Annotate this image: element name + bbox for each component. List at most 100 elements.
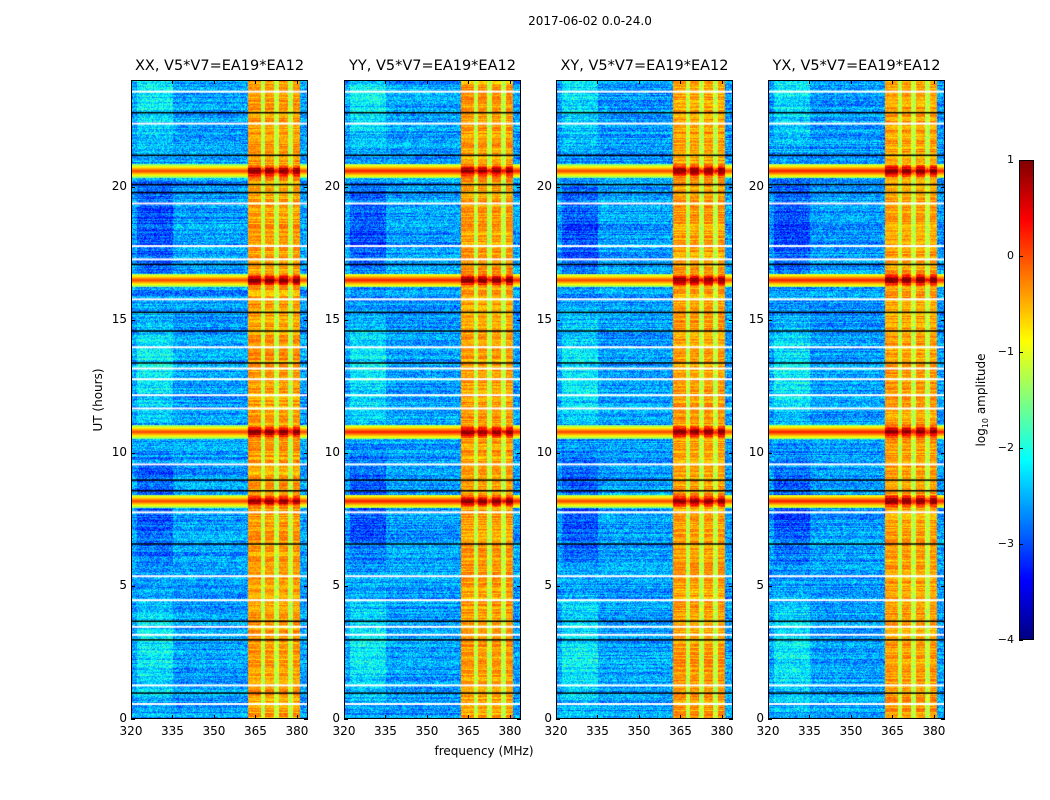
y-tick-label: 10 — [324, 444, 340, 459]
axes-frame — [556, 80, 733, 719]
y-tick-mark — [131, 719, 135, 720]
x-tick-mark — [296, 715, 298, 719]
x-tick-mark — [638, 715, 640, 719]
x-tick-mark — [468, 80, 470, 84]
colorbar-frame — [1019, 160, 1034, 640]
y-tick-mark — [517, 186, 521, 188]
y-axis-label: UT (hours) — [91, 368, 105, 432]
y-tick-mark — [768, 452, 772, 454]
x-axis-label: frequency (MHz) — [434, 744, 534, 758]
y-tick-label: 0 — [756, 711, 764, 725]
x-tick-label: 335 — [161, 724, 184, 738]
x-tick-mark — [597, 715, 599, 719]
colorbar-tick-mark — [1019, 256, 1023, 257]
y-tick-mark — [729, 719, 733, 720]
y-tick-mark — [556, 719, 560, 720]
x-tick-label: 365 — [881, 724, 904, 738]
y-tick-mark — [941, 319, 945, 321]
x-tick-mark — [597, 80, 599, 84]
x-tick-mark — [344, 80, 345, 84]
x-tick-mark — [850, 80, 852, 84]
y-tick-mark — [517, 585, 521, 587]
colorbar-label: log10 amplitude — [974, 354, 990, 447]
figure-title: 2017-06-02 0.0-24.0 — [528, 14, 652, 28]
colorbar-tick-label: −4 — [997, 633, 1014, 646]
y-tick-mark — [768, 585, 772, 587]
x-tick-mark — [680, 715, 682, 719]
x-tick-mark — [768, 80, 769, 84]
colorbar-tick-label: −2 — [997, 441, 1014, 454]
y-tick-mark — [517, 452, 521, 454]
y-tick-mark — [131, 319, 135, 321]
y-tick-mark — [517, 719, 521, 720]
y-tick-mark — [729, 186, 733, 188]
colorbar-label-suffix: amplitude — [973, 353, 988, 418]
x-tick-mark — [172, 80, 174, 84]
y-tick-mark — [304, 585, 308, 587]
y-tick-mark — [344, 319, 348, 321]
x-tick-mark — [385, 80, 387, 84]
x-tick-mark — [426, 80, 428, 84]
x-tick-label: 320 — [119, 724, 143, 738]
x-tick-mark — [892, 80, 894, 84]
y-tick-mark — [941, 585, 945, 587]
y-tick-mark — [131, 186, 135, 188]
colorbar-tick-mark — [1019, 160, 1023, 161]
y-tick-mark — [304, 319, 308, 321]
x-tick-mark — [344, 715, 345, 719]
y-tick-mark — [729, 319, 733, 321]
x-tick-mark — [296, 80, 298, 84]
panel-title: XX, V5*V7=EA19*EA12 — [134, 58, 305, 74]
y-tick-mark — [556, 452, 560, 454]
x-tick-mark — [638, 80, 640, 84]
y-tick-mark — [729, 452, 733, 454]
x-tick-label: 365 — [244, 724, 267, 738]
colorbar-label-sub: 10 — [981, 417, 991, 429]
x-tick-mark — [933, 715, 935, 719]
x-tick-mark — [426, 715, 428, 719]
colorbar-tick-mark — [1019, 640, 1023, 641]
y-tick-mark — [941, 452, 945, 454]
y-tick-mark — [131, 585, 135, 587]
x-tick-label: 380 — [710, 724, 734, 738]
x-tick-mark — [509, 715, 511, 719]
y-tick-mark — [131, 452, 135, 454]
x-tick-mark — [255, 715, 257, 719]
y-tick-label: 5 — [756, 577, 764, 592]
x-tick-mark — [509, 80, 511, 84]
y-tick-mark — [768, 719, 772, 720]
x-tick-label: 350 — [415, 724, 439, 738]
y-tick-mark — [344, 186, 348, 188]
x-tick-mark — [556, 715, 557, 719]
panel-title: YY, V5*V7=EA19*EA12 — [349, 58, 516, 74]
y-tick-mark — [304, 186, 308, 188]
y-tick-label: 20 — [324, 178, 340, 193]
y-tick-mark — [304, 452, 308, 454]
y-tick-mark — [344, 452, 348, 454]
y-tick-mark — [517, 319, 521, 321]
colorbar-tick-label: −3 — [997, 537, 1014, 550]
y-tick-mark — [556, 319, 560, 321]
colorbar-tick-label: −1 — [997, 345, 1014, 358]
waterfall-heatmap — [556, 80, 733, 719]
y-tick-label: 5 — [544, 577, 552, 592]
panel-1: XX, V5*V7=EA19*EA12 320 335 350 365 380 0 5 10 15… — [112, 58, 309, 738]
y-tick-label: 20 — [748, 178, 764, 193]
axes-frame — [768, 80, 945, 719]
axes-frame — [344, 80, 521, 719]
y-tick-mark — [729, 585, 733, 587]
y-tick-label: 0 — [544, 711, 552, 725]
y-tick-mark — [344, 585, 348, 587]
x-tick-label: 335 — [586, 724, 609, 738]
waterfall-heatmap — [131, 80, 308, 719]
x-tick-mark — [721, 715, 723, 719]
x-tick-label: 380 — [922, 724, 946, 738]
y-tick-label: 10 — [748, 444, 764, 459]
colorbar-tick-mark — [1019, 448, 1023, 449]
panel-2: YY, V5*V7=EA19*EA12 320 335 350 365 380 0 5 10 15… — [325, 58, 522, 738]
x-tick-label: 350 — [839, 724, 863, 738]
colorbar-tick-label: 0 — [1007, 249, 1014, 262]
colorbar-tick-mark — [1019, 544, 1023, 545]
x-tick-label: 335 — [798, 724, 821, 738]
